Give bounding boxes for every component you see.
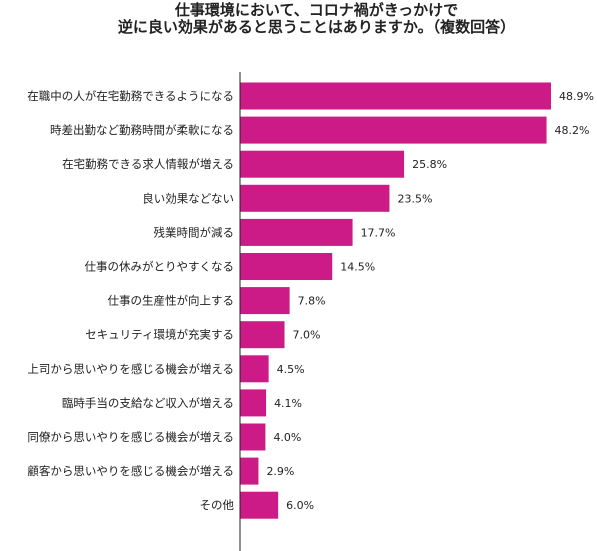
value-label-6: 7.8% — [298, 295, 326, 308]
value-label-9: 4.1% — [274, 397, 302, 410]
category-label-6: 仕事の生産性が向上する — [108, 294, 235, 308]
bar-6 — [240, 287, 290, 315]
category-label-3: 良い効果などない — [142, 191, 234, 205]
value-label-5: 14.5% — [340, 261, 375, 274]
category-label-8: 上司から思いやりを感じる機会が増える — [27, 362, 234, 376]
value-label-4: 17.7% — [361, 226, 396, 239]
category-label-2: 在宅勤務できる求人情報が増える — [62, 157, 234, 171]
bar-10 — [240, 423, 266, 451]
bar-3 — [240, 184, 390, 212]
value-label-2: 25.8% — [412, 158, 447, 171]
bar-9 — [240, 389, 267, 417]
value-label-12: 6.0% — [286, 499, 314, 512]
bar-5 — [240, 253, 333, 280]
value-label-1: 48.2% — [555, 124, 590, 137]
category-label-12: その他 — [200, 498, 235, 512]
chart-title-line-2: 逆に良い効果があると思うことはありますか。（複数回答） — [117, 18, 516, 36]
value-label-11: 2.9% — [266, 465, 294, 478]
chart-title-line-1: 仕事環境において、コロナ禍がきっかけで — [174, 1, 459, 19]
value-label-10: 4.0% — [273, 431, 301, 444]
bar-11 — [240, 457, 259, 485]
category-label-5: 仕事の休みがとりやすくなる — [85, 260, 235, 274]
category-label-7: セキュリティ環境が充実する — [85, 328, 234, 342]
category-label-9: 臨時手当の支給など収入が増える — [62, 396, 234, 410]
category-label-0: 在職中の人が在宅勤務できるようになる — [27, 89, 234, 103]
category-label-11: 顧客から思いやりを感じる機会が増える — [27, 464, 234, 478]
category-label-4: 残業時間が減る — [154, 225, 235, 239]
category-label-10: 同僚から思いやりを感じる機会が増える — [27, 430, 234, 444]
bar-8 — [240, 355, 269, 383]
value-label-0: 48.9% — [559, 90, 594, 103]
value-label-7: 7.0% — [293, 329, 321, 342]
bar-2 — [240, 150, 405, 178]
category-label-1: 時差出勤など勤務時間が柔軟になる — [50, 123, 234, 137]
bar-0 — [240, 82, 551, 110]
value-label-3: 23.5% — [397, 192, 432, 205]
value-label-8: 4.5% — [277, 363, 305, 376]
bar-7 — [240, 321, 285, 349]
bar-1 — [240, 116, 547, 144]
bar-4 — [240, 218, 353, 246]
bar-12 — [240, 491, 279, 519]
